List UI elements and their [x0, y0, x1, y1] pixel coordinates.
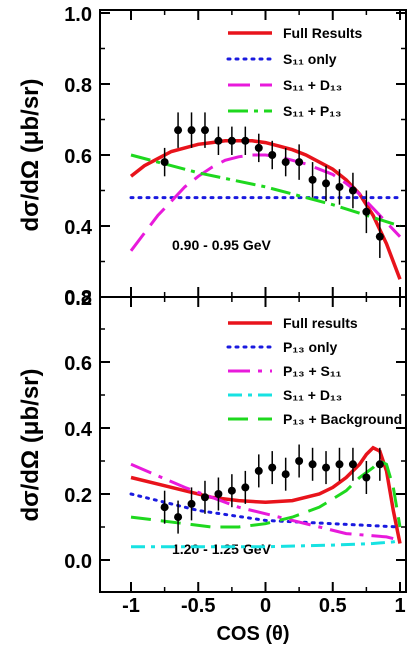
- data-point: [322, 463, 331, 472]
- top-energy-label: 0.90 - 0.95 GeV: [172, 237, 272, 253]
- y-tick-label: 0.8: [64, 75, 92, 97]
- x-tick-label: -1: [122, 595, 140, 617]
- data-point: [200, 126, 209, 135]
- data-point: [348, 460, 357, 469]
- data-point: [174, 126, 183, 135]
- y-tick-label: 1.0: [64, 4, 92, 26]
- y-tick-label: 0.6: [64, 146, 92, 168]
- data-point: [335, 182, 344, 191]
- x-tick-label: 1: [394, 595, 405, 617]
- panel-bottom: 0.0 0.2 0.4 0.6 0.8 -1 -0.5 0 0.5 1 Full results P₁…: [64, 287, 406, 617]
- data-point: [160, 158, 169, 167]
- x-tick-label: -0.5: [181, 595, 215, 617]
- series-line: [130, 462, 401, 542]
- data-point: [254, 143, 263, 152]
- data-point: [227, 486, 236, 495]
- y-tick-label: 0.2: [64, 485, 92, 507]
- legend-label: S₁₁ + P₁₃: [283, 103, 341, 119]
- top-y-axis-label: dσ/dΩ (μb/sr): [17, 79, 44, 232]
- data-point: [268, 151, 277, 159]
- data-point: [241, 483, 250, 492]
- data-point: [254, 466, 263, 475]
- data-point: [335, 460, 344, 469]
- data-point: [348, 186, 357, 195]
- y-tick-label: 0.6: [64, 353, 92, 375]
- series-line: [130, 153, 401, 228]
- data-point: [362, 473, 371, 482]
- data-point: [362, 207, 371, 216]
- y-tick-label: 0.2: [64, 288, 92, 310]
- data-point: [187, 499, 196, 508]
- legend-label: P₁₃ + S₁₁: [283, 363, 342, 379]
- legend-label: Full results: [283, 315, 358, 331]
- data-point: [281, 158, 290, 167]
- bottom-y-axis-label: dσ/dΩ (μb/sr): [17, 369, 44, 522]
- data-point: [322, 179, 331, 188]
- data-point: [214, 136, 223, 145]
- y-tick-label: 0.4: [64, 419, 93, 441]
- y-tick-label: 0.4: [64, 217, 93, 239]
- x-axis-label: COS (θ): [216, 623, 289, 645]
- bottom-energy-label: 1.20 - 1.25 GeV: [172, 541, 272, 557]
- data-point: [375, 460, 384, 469]
- x-tick-label: 0.5: [319, 595, 347, 617]
- series-line: [131, 538, 401, 549]
- data-point: [200, 493, 209, 502]
- series-line: [130, 445, 402, 544]
- panel-top: 0.2 0.4 0.6 0.8 1.0 Full Results S₁₁ only S₁₁ +…: [64, 4, 406, 310]
- data-point: [295, 158, 304, 167]
- legend-label: P₁₃ only: [283, 339, 337, 355]
- y-tick-label: 0.0: [64, 551, 92, 573]
- y-tick-label: 0.8: [64, 287, 92, 309]
- data-point: [268, 463, 277, 472]
- data-point: [281, 470, 290, 479]
- data-point: [308, 175, 317, 184]
- data-point: [295, 457, 304, 465]
- legend-label: Full Results: [283, 25, 363, 41]
- data-point: [241, 136, 250, 145]
- data-point: [308, 460, 317, 469]
- data-point: [174, 513, 183, 522]
- series-line: [130, 459, 402, 529]
- legend-label: S₁₁ + D₁₃: [283, 77, 342, 93]
- data-point: [214, 490, 223, 498]
- data-point: [187, 126, 196, 135]
- legend-label: P₁₃ + Background: [283, 411, 402, 427]
- legend-label: S₁₁ + D₁₃: [283, 387, 342, 403]
- series-line: [129, 492, 402, 529]
- bottom-panel-frame: [99, 296, 407, 593]
- x-tick-label: 0: [260, 595, 271, 617]
- data-point: [375, 232, 384, 241]
- legend-label: S₁₁ only: [283, 51, 337, 67]
- data-point: [160, 503, 169, 512]
- series-line: [129, 139, 402, 280]
- data-point: [227, 136, 236, 145]
